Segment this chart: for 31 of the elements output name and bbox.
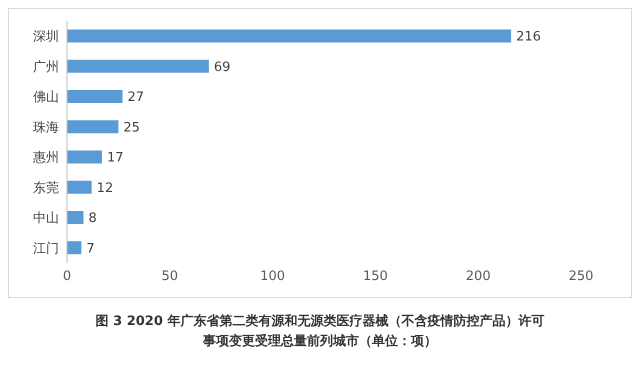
data-label: 8 — [88, 211, 97, 226]
x-tick-label: 50 — [162, 269, 178, 284]
bar — [67, 210, 84, 224]
bar — [67, 120, 118, 134]
data-label: 216 — [516, 30, 541, 45]
x-tick-label: 250 — [568, 269, 594, 284]
bar — [67, 241, 82, 254]
data-label: 27 — [128, 90, 144, 106]
y-tick-label: 广州 — [33, 60, 59, 75]
data-label: 17 — [106, 150, 124, 166]
y-tick-label: 佛山 — [33, 90, 59, 106]
bar — [67, 150, 102, 164]
x-tick-label: 200 — [466, 269, 491, 284]
bar — [67, 60, 209, 73]
y-tick-label: 惠州 — [32, 150, 59, 166]
bar — [67, 180, 92, 194]
y-tick-label: 深圳 — [33, 30, 59, 45]
y-tick-label: 东莞 — [33, 180, 59, 196]
x-tick-label: 100 — [260, 269, 286, 284]
data-label: 25 — [123, 120, 140, 136]
y-tick-label: 珠海 — [33, 120, 59, 136]
x-tick-label: 150 — [362, 269, 388, 284]
y-tick-label: 江门 — [33, 240, 59, 256]
y-tick-label: 中山 — [33, 211, 59, 226]
data-label: 7 — [86, 241, 95, 256]
bar — [67, 90, 123, 103]
text: 图 3 2020 年广东省第二类有源和无源类医疗器械（不含疫情防控产品）许可事项变更受理总量前列城市（单位：项） — [94, 312, 546, 351]
bar — [67, 29, 512, 42]
data-label: 69 — [214, 60, 230, 75]
x-tick-label: 0 — [62, 269, 72, 284]
data-label: 12 — [96, 180, 114, 196]
